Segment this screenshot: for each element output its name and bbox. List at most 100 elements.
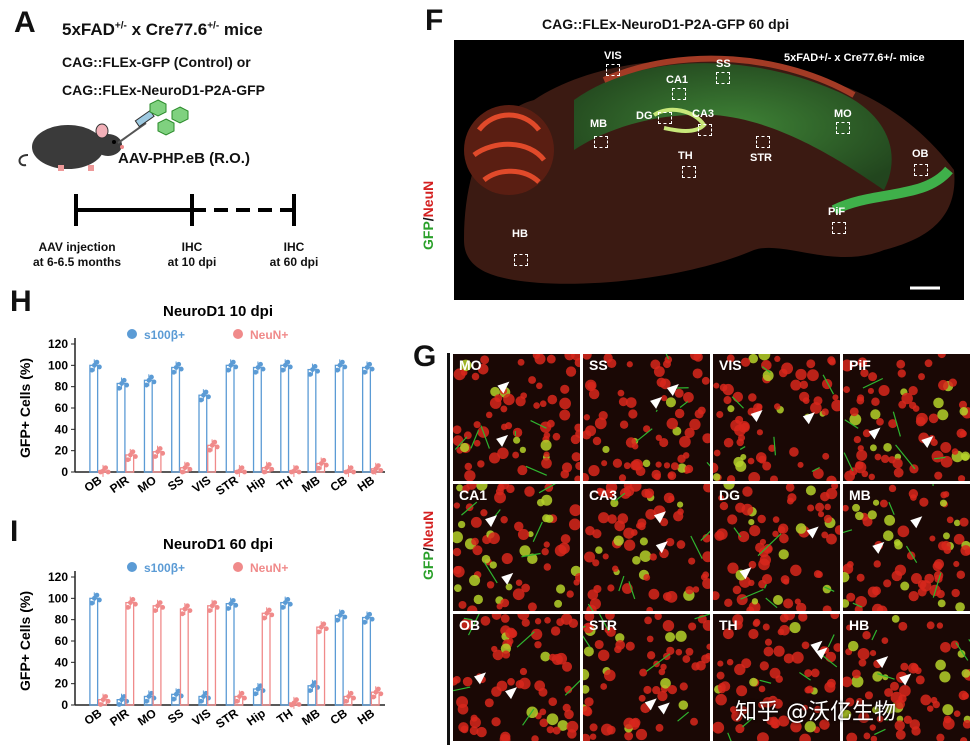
x-tick-label: SS: [165, 473, 186, 494]
y-tick-label: 120: [48, 570, 68, 584]
legend-marker: [233, 562, 243, 572]
data-point: [348, 465, 354, 471]
panel-letter-i: I: [10, 515, 19, 548]
micro-tile-label: PiF: [849, 357, 871, 373]
data-point: [375, 463, 381, 468]
bar: [116, 382, 126, 473]
data-point: [233, 602, 239, 608]
region-box-mo: [836, 122, 850, 134]
region-box-th: [682, 166, 696, 178]
data-point: [152, 454, 158, 459]
data-point: [151, 379, 157, 385]
data-point: [323, 626, 329, 632]
bar: [280, 601, 290, 706]
data-point: [98, 702, 104, 707]
legend-label: s100β+: [144, 561, 185, 575]
data-point: [171, 369, 177, 375]
data-point: [89, 600, 95, 606]
data-point: [212, 439, 218, 445]
region-label-mb: MB: [590, 118, 608, 130]
data-point: [180, 469, 185, 475]
y-tick-label: 80: [55, 613, 69, 627]
micro-tile-label: TH: [719, 617, 738, 633]
region-box-vis: [606, 64, 620, 76]
bar: [89, 597, 99, 706]
data-point: [207, 447, 213, 453]
data-point: [369, 616, 375, 622]
data-point: [266, 607, 272, 613]
data-point: [207, 608, 213, 613]
timeline-text: IHC: [181, 240, 203, 254]
data-point: [116, 702, 122, 707]
y-tick-label: 20: [55, 677, 69, 691]
data-point: [351, 695, 356, 701]
bar: [361, 616, 372, 706]
timeline-label-0: AAV injection at 6-6.5 months: [22, 240, 132, 270]
bar: [125, 601, 135, 706]
title-sup: +/-: [114, 20, 127, 32]
stain-red: NeuN: [420, 510, 436, 548]
y-axis-label: GFP+ Cells (%): [17, 358, 33, 458]
legend-marker: [127, 329, 137, 339]
micro-tile-label: VIS: [719, 357, 742, 373]
y-tick-label: 80: [55, 380, 69, 394]
timeline-text: IHC: [283, 240, 305, 254]
stain-green: GFP: [420, 221, 436, 250]
data-point: [348, 690, 354, 696]
data-point: [157, 446, 163, 451]
micro-tile-label: OB: [459, 617, 480, 633]
micro-texture: [453, 354, 580, 481]
micro-tile-label: HB: [849, 617, 870, 633]
data-point: [260, 366, 266, 372]
panel-g-stain-label: GFP/NeuN: [420, 420, 442, 580]
micro-texture: [843, 354, 970, 481]
legend-label: NeuN+: [250, 328, 288, 342]
chart-title: NeuroD1 10 dpi: [163, 303, 273, 320]
data-point: [362, 369, 368, 375]
micro-tile-label: MB: [849, 487, 871, 503]
bar: [225, 364, 235, 473]
data-point: [253, 691, 258, 697]
y-tick-label: 120: [48, 337, 68, 351]
x-tick-label: TH: [274, 473, 295, 494]
region-box-mb: [594, 136, 608, 148]
data-point: [94, 592, 100, 598]
data-point: [334, 367, 340, 373]
data-point: [266, 462, 272, 467]
region-label-pif: PiF: [828, 206, 846, 218]
x-tick-label: SS: [165, 706, 186, 727]
y-tick-label: 40: [55, 655, 69, 669]
data-point: [230, 359, 236, 365]
x-tick-label: PIR: [107, 473, 132, 496]
mouse-genotype-label: 5xFAD+/- x Cre77.6+/- mice: [784, 52, 925, 64]
data-point: [214, 444, 220, 450]
data-point: [89, 367, 95, 373]
bar: [198, 394, 208, 473]
micro-tile-mo: MO: [453, 354, 580, 481]
micro-texture: [843, 615, 970, 741]
data-point: [334, 617, 340, 623]
micro-texture: [583, 484, 710, 611]
data-point: [285, 597, 291, 602]
region-label-ca1: CA1: [666, 74, 689, 86]
microscopy-grid: MO SS VIS PiF CA1 CA3 DG MB OB STR TH HB: [453, 354, 973, 746]
micro-texture: [583, 614, 710, 741]
panel-a-line3: CAG::FLEx-NeuroD1-P2A-GFP: [62, 82, 266, 98]
bar: [334, 614, 344, 706]
chart-i: NeuroD1 60 dpi s100β+ NeuN+ 0 20 40 60 80 100 120…: [17, 536, 385, 731]
data-point: [105, 698, 111, 704]
x-tick-label: TH: [274, 706, 295, 727]
data-point: [185, 603, 190, 609]
x-tick-label: Hip: [244, 473, 268, 496]
timeline: [74, 194, 296, 226]
data-point: [125, 605, 131, 610]
data-point: [160, 450, 166, 456]
title-sup: +/-: [207, 20, 220, 32]
bar: [179, 608, 189, 706]
data-point: [234, 698, 240, 704]
data-point: [116, 385, 122, 391]
timeline-label-2: IHC at 60 dpi: [254, 240, 334, 270]
micro-tile-label: DG: [719, 487, 740, 503]
data-point: [133, 454, 138, 459]
data-point: [239, 690, 245, 696]
